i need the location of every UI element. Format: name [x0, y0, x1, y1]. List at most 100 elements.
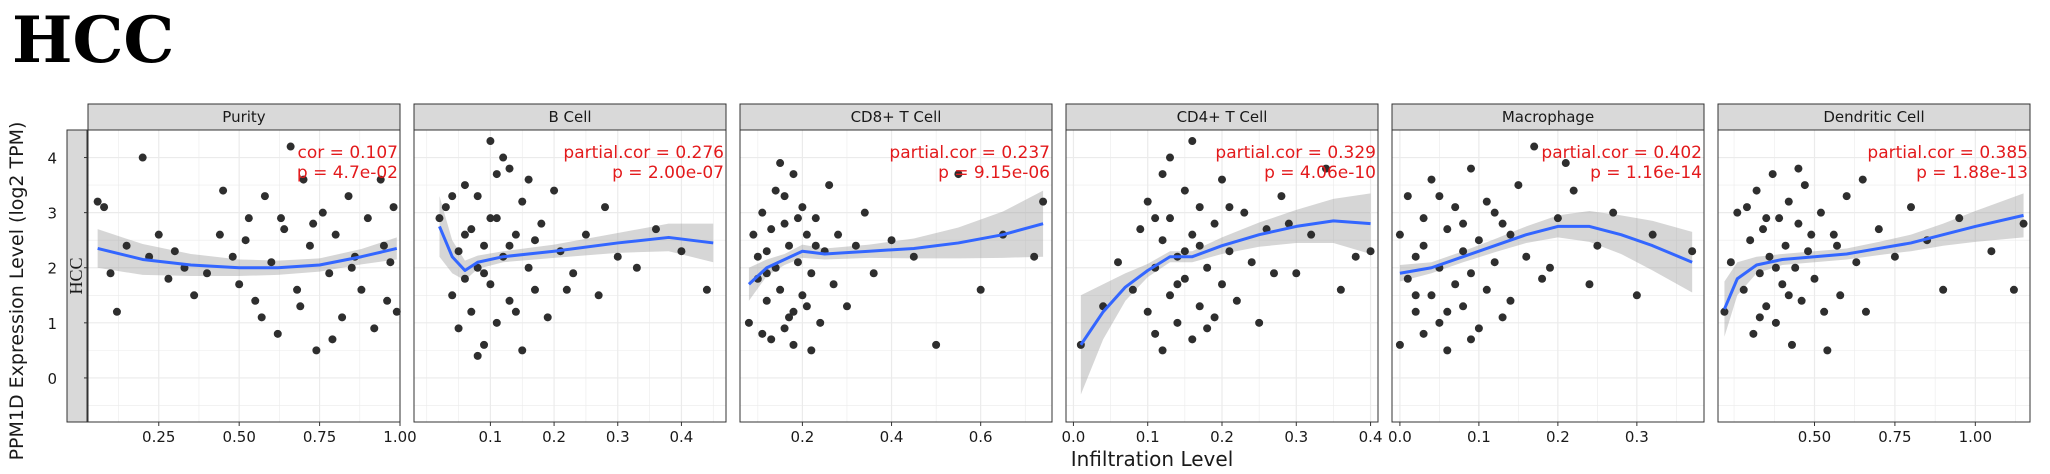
data-point	[1720, 307, 1729, 316]
data-point	[1794, 219, 1803, 228]
data-point	[789, 307, 798, 316]
data-point	[1569, 186, 1578, 195]
data-point	[1466, 269, 1475, 278]
data-point	[1411, 291, 1420, 300]
data-point	[825, 181, 834, 190]
data-point	[1128, 285, 1137, 294]
data-point	[1762, 302, 1771, 311]
data-point	[1771, 263, 1780, 272]
data-point	[1411, 252, 1420, 261]
data-point	[762, 296, 771, 305]
x-tick-label: 0.3	[606, 428, 630, 446]
data-point	[219, 186, 228, 195]
data-point	[543, 313, 552, 322]
p-value-annotation: p = 1.16e-14	[1590, 163, 1702, 183]
data-point	[1114, 258, 1122, 267]
data-point	[744, 318, 753, 327]
data-point	[762, 247, 771, 256]
fit-line	[438, 225, 714, 272]
data-point	[569, 269, 578, 278]
data-point	[1823, 346, 1832, 355]
data-point	[562, 285, 571, 294]
data-point	[1218, 175, 1226, 184]
data-point	[1593, 241, 1602, 250]
data-point	[1833, 241, 1842, 250]
x-tick-label: 0.25	[142, 428, 175, 446]
data-point	[1530, 142, 1539, 151]
data-point	[1749, 329, 1758, 338]
data-point	[1435, 192, 1444, 201]
data-point	[776, 159, 785, 168]
data-point	[1336, 285, 1345, 294]
data-point	[1632, 291, 1641, 300]
data-point	[1807, 230, 1816, 239]
data-point	[613, 252, 622, 261]
confidence-band	[1724, 193, 2024, 337]
data-point	[1858, 175, 1867, 184]
correlation-annotation: partial.cor = 0.276	[563, 143, 724, 163]
data-point	[811, 241, 820, 250]
data-point	[1890, 252, 1899, 261]
data-point	[1762, 214, 1771, 223]
data-point	[518, 346, 527, 355]
data-point	[1820, 307, 1829, 316]
data-point	[1955, 214, 1964, 223]
data-point	[1474, 324, 1483, 333]
data-point	[164, 274, 173, 283]
data-point	[1514, 181, 1523, 190]
data-point	[1522, 252, 1531, 261]
panel-strip-label: Macrophage	[1502, 108, 1594, 126]
data-point	[309, 219, 318, 228]
confidence-band	[1080, 193, 1371, 395]
data-point	[1775, 214, 1784, 223]
data-point	[511, 307, 520, 316]
data-point	[505, 296, 514, 305]
y-tick-label: 1	[47, 315, 57, 333]
x-tick-label: 0.4	[1359, 428, 1383, 446]
panel-strip	[739, 103, 1053, 131]
data-point	[758, 329, 767, 338]
data-point	[325, 269, 334, 278]
data-point	[1466, 164, 1475, 173]
data-point	[1726, 258, 1735, 267]
panel-strip	[413, 103, 727, 131]
x-tick-label: 0.1	[1136, 428, 1160, 446]
data-point	[1180, 274, 1189, 283]
data-point	[1752, 186, 1761, 195]
grid-lines	[1718, 129, 2030, 422]
data-point	[785, 241, 794, 250]
x-tick-label: 0.1	[1467, 428, 1491, 446]
data-point	[749, 230, 758, 239]
data-point	[842, 302, 851, 311]
panel-border	[1391, 129, 1705, 423]
data-point	[203, 269, 212, 278]
panel-strip-label: CD8+ T Cell	[851, 108, 942, 126]
data-point	[280, 225, 289, 234]
data-point	[1810, 274, 1819, 283]
data-point	[448, 291, 457, 300]
data-point	[1427, 291, 1436, 300]
panel-border	[1717, 129, 2031, 423]
data-point	[460, 181, 469, 190]
data-point	[702, 285, 711, 294]
data-point	[486, 214, 495, 223]
data-point	[851, 241, 860, 250]
data-point	[1180, 247, 1189, 256]
data-point	[1225, 247, 1234, 256]
y-tick-label: 2	[47, 260, 57, 278]
panel-strip-label: Dendritic Cell	[1823, 108, 1924, 126]
panel-background	[1392, 130, 1704, 422]
data-point	[1609, 208, 1618, 217]
data-point	[379, 241, 388, 250]
data-point	[1987, 247, 1996, 256]
data-point	[1585, 280, 1594, 289]
data-point	[386, 258, 395, 267]
data-point	[581, 230, 590, 239]
data-point	[296, 302, 305, 311]
data-point	[807, 269, 816, 278]
data-point	[267, 258, 276, 267]
data-point	[1225, 203, 1234, 212]
panel-border	[413, 129, 727, 423]
data-point	[486, 280, 495, 289]
